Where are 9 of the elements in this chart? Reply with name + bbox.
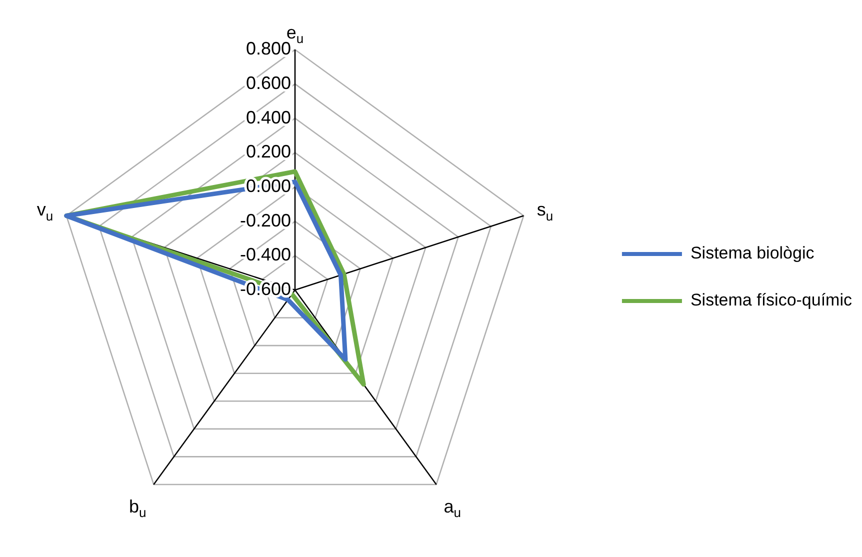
y-tick-label: 0.000 — [246, 176, 291, 196]
y-tick-label: -0.400 — [240, 244, 291, 265]
legend-label: Sistema biològic — [690, 244, 815, 263]
y-tick-label: 0.600 — [246, 72, 291, 93]
legend-label: Sistema físico-químic — [690, 290, 852, 310]
y-tick-label: 0.400 — [246, 107, 291, 128]
y-tick-label: -0.600 — [240, 278, 291, 299]
y-tick-label: -0.200 — [240, 210, 291, 230]
y-tick-label: 0.200 — [246, 142, 291, 162]
